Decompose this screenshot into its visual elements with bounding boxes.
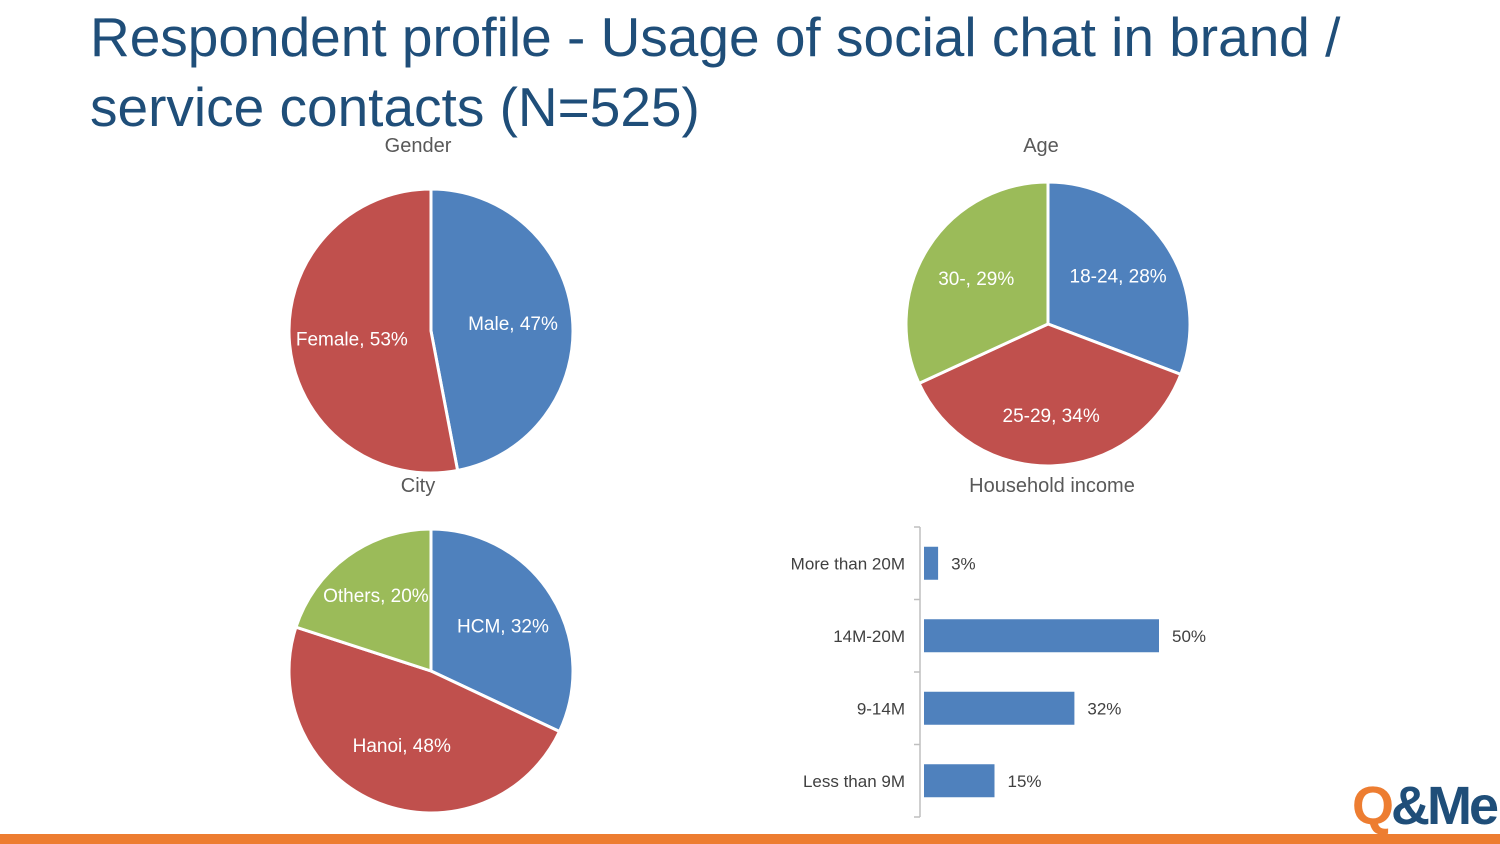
age-slice-30 (904, 180, 1050, 386)
city-label-others: Others, 20% (323, 586, 429, 607)
income-value-14m-20m: 50% (1172, 627, 1206, 646)
income-value-less-than-9m: 15% (1008, 772, 1042, 791)
income-bar-9-14m (924, 691, 1075, 725)
income-value-more-than-20m: 3% (951, 554, 976, 573)
age-label-25-29: 25-29, 34% (1003, 406, 1100, 427)
age-pie-chart: Age 18-24, 28% 25-29, 34% 30-, 29% (904, 135, 1192, 468)
gender-label-male: Male, 47% (468, 314, 558, 335)
income-chart-title: Household income (969, 475, 1135, 497)
bottom-accent-bar (0, 834, 1500, 844)
gender-slice-male (429, 187, 575, 473)
income-category-14m-20m: 14M-20M (833, 627, 905, 646)
income-bar-chart: Household income More than 20M 3% 14M-20M 5… (791, 475, 1206, 818)
city-slice-hanoi (287, 625, 562, 815)
qme-logo: Q&Me (1352, 776, 1499, 836)
age-chart-title: Age (1023, 135, 1059, 157)
age-slice-18-24 (1046, 180, 1192, 377)
age-label-18-24: 18-24, 28% (1070, 267, 1167, 288)
city-pie-chart: City HCM, 32% Hanoi, 48% Others, 20% (287, 475, 575, 815)
age-slice-25-29 (917, 322, 1183, 468)
income-value-9-14m: 32% (1087, 699, 1121, 718)
city-label-hcm: HCM, 32% (457, 616, 549, 637)
gender-pie-chart: Gender Male, 47% Female, 53% (287, 135, 575, 475)
income-category-less-than-9m: Less than 9M (803, 772, 905, 791)
income-bar-less-than-9m (924, 764, 995, 798)
income-bar-more-than-20m (924, 546, 939, 580)
income-bar-14m-20m (924, 619, 1159, 653)
income-category-more-than-20m: More than 20M (791, 554, 905, 573)
city-slice-hcm (429, 527, 575, 734)
city-slice-others (294, 527, 433, 674)
age-label-30: 30-, 29% (938, 269, 1014, 290)
gender-slice-female (287, 187, 460, 475)
city-chart-title: City (401, 475, 435, 497)
city-label-hanoi: Hanoi, 48% (353, 736, 451, 757)
page-title: Respondent profile - Usage of social cha… (90, 6, 1341, 138)
gender-label-female: Female, 53% (296, 329, 408, 350)
gender-chart-title: Gender (385, 135, 452, 157)
income-category-9-14m: 9-14M (857, 699, 905, 718)
